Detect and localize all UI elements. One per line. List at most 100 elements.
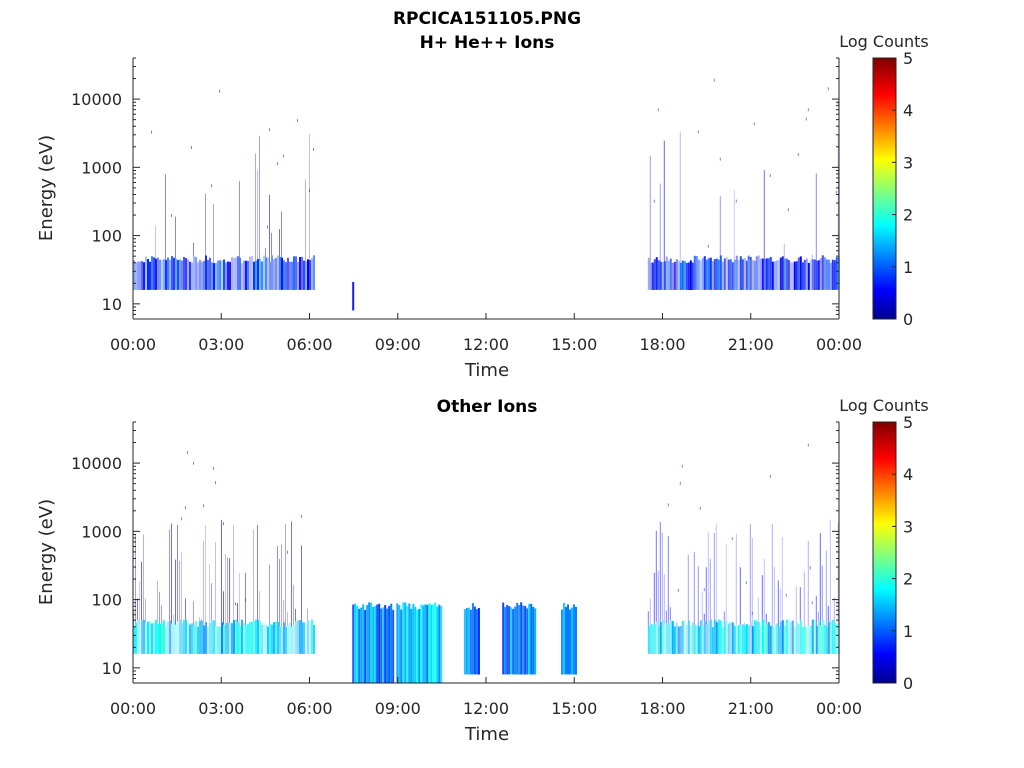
spectrogram-column bbox=[141, 261, 143, 290]
spectrogram-column bbox=[303, 260, 305, 290]
spectrogram-column bbox=[193, 256, 195, 290]
spectrogram-column bbox=[823, 624, 826, 654]
spectrogram-column bbox=[699, 620, 702, 654]
spectrogram-streak bbox=[765, 613, 767, 624]
spectrogram-column bbox=[181, 623, 183, 654]
spectrogram-speck bbox=[707, 244, 709, 248]
spectrogram-column bbox=[793, 626, 796, 654]
spectrogram-column bbox=[693, 255, 696, 290]
colorbar-tick-label: 1 bbox=[903, 258, 913, 277]
spectrogram-column bbox=[231, 623, 233, 654]
spectrogram-column bbox=[743, 625, 746, 654]
spectrogram-column bbox=[803, 626, 806, 654]
spectrogram-speck bbox=[785, 593, 787, 597]
x-tick-label: 18:00 bbox=[639, 335, 685, 354]
spectrogram-column bbox=[713, 620, 716, 654]
spectrogram-column bbox=[647, 625, 650, 654]
spectrogram-column bbox=[135, 262, 137, 290]
spectrogram-column bbox=[247, 260, 249, 290]
spectrogram-streak bbox=[751, 538, 753, 627]
spectrogram-streak bbox=[779, 588, 781, 622]
x-tick-label: 06:00 bbox=[286, 699, 332, 718]
spectrogram-streak bbox=[259, 590, 260, 622]
spectrogram-speck bbox=[699, 506, 701, 510]
spectrogram-streak bbox=[279, 559, 280, 627]
spectrogram-streak bbox=[211, 583, 212, 621]
spectrogram-streak bbox=[817, 611, 819, 622]
panel-top-ylabel: Energy (eV) bbox=[36, 135, 57, 241]
x-tick-label: 15:00 bbox=[551, 699, 597, 718]
spectrogram-streak bbox=[693, 551, 695, 625]
spectrogram-streak bbox=[821, 565, 823, 620]
spectrogram-column bbox=[751, 626, 754, 654]
spectrogram-column bbox=[201, 261, 203, 290]
spectrogram-column bbox=[181, 260, 183, 290]
spectrogram-streak bbox=[663, 140, 665, 262]
spectrogram-column bbox=[221, 260, 223, 290]
spectrogram-column bbox=[426, 604, 429, 683]
spectrogram-streak bbox=[215, 542, 216, 626]
spectrogram-column bbox=[137, 620, 139, 654]
spectrogram-column bbox=[753, 619, 756, 654]
spectrogram-column bbox=[241, 263, 243, 290]
spectrogram-column bbox=[203, 260, 205, 290]
spectrogram-column bbox=[209, 257, 211, 290]
spectrogram-column bbox=[663, 625, 666, 654]
spectrogram-column bbox=[261, 261, 263, 290]
y-tick-label: 1000 bbox=[81, 522, 122, 541]
spectrogram-column bbox=[747, 255, 750, 290]
spectrogram-column bbox=[155, 258, 157, 290]
spectrogram-speck bbox=[751, 611, 753, 615]
spectrogram-column bbox=[275, 622, 277, 654]
spectrogram-column bbox=[207, 626, 209, 654]
spectrogram-column bbox=[205, 622, 207, 654]
spectrogram-column bbox=[257, 259, 259, 290]
spectrogram-column bbox=[440, 605, 443, 683]
spectrogram-streak bbox=[661, 532, 663, 620]
spectrogram-column bbox=[301, 622, 303, 654]
colorbar-tick-label: 0 bbox=[903, 310, 913, 329]
spectrogram-speck bbox=[219, 89, 220, 93]
spectrogram-streak bbox=[725, 544, 727, 620]
spectrogram-column bbox=[301, 256, 303, 290]
spectrogram-column bbox=[797, 257, 800, 290]
spectrogram-column bbox=[575, 606, 577, 675]
spectrogram-streak bbox=[795, 586, 797, 623]
spectrogram-column bbox=[265, 257, 267, 290]
colorbar-tick-label: 2 bbox=[903, 206, 913, 225]
spectrogram-column bbox=[406, 606, 409, 683]
spectrogram-streak bbox=[659, 183, 661, 262]
colorbar-label: Log Counts bbox=[839, 32, 929, 51]
spectrogram-column bbox=[691, 262, 694, 290]
spectrogram-column bbox=[735, 255, 738, 290]
spectrogram-column bbox=[370, 602, 373, 683]
spectrogram-column bbox=[723, 258, 726, 290]
spectrogram-streak bbox=[837, 135, 839, 258]
spectrogram-column bbox=[711, 627, 714, 654]
spectrogram-streak bbox=[733, 190, 735, 260]
spectrogram-column bbox=[297, 261, 299, 290]
spectrogram-column bbox=[463, 609, 466, 675]
spectrogram-column bbox=[179, 619, 181, 654]
spectrogram-speck bbox=[735, 199, 737, 203]
spectrogram-column bbox=[835, 623, 838, 654]
spectrogram-column bbox=[815, 626, 818, 654]
spectrogram-column bbox=[649, 262, 652, 290]
spectrogram-speck bbox=[807, 443, 809, 447]
spectrogram-column bbox=[408, 603, 411, 683]
spectrogram-speck bbox=[283, 154, 284, 158]
spectrogram-column bbox=[309, 259, 311, 290]
spectrogram-column bbox=[761, 619, 764, 654]
spectrogram-column bbox=[171, 256, 173, 290]
spectrogram-column bbox=[705, 259, 708, 290]
spectrogram-column bbox=[149, 261, 151, 290]
spectrogram-speck bbox=[171, 214, 172, 217]
spectrogram-streak bbox=[827, 606, 829, 622]
spectrogram-column bbox=[265, 624, 267, 654]
spectrogram-column bbox=[360, 607, 363, 683]
spectrogram-column bbox=[765, 623, 768, 654]
spectrogram-column bbox=[705, 624, 708, 654]
spectrogram-column bbox=[267, 626, 269, 654]
spectrogram-streak bbox=[649, 155, 651, 263]
